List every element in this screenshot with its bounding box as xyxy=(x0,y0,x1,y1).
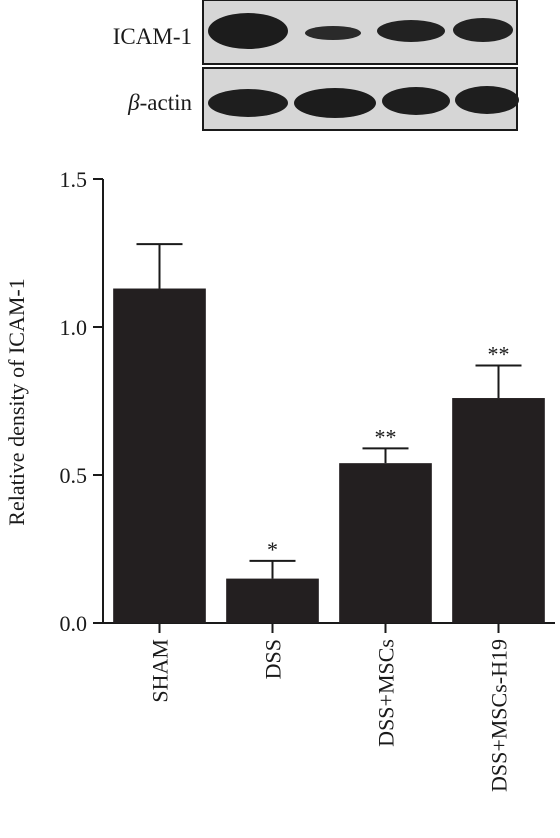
blot-label-icam1: ICAM-1 xyxy=(113,24,192,49)
band-actin-dss-mscs xyxy=(382,87,450,115)
band-actin-dss xyxy=(294,88,376,118)
y-tick-label: 1.5 xyxy=(60,167,88,192)
band-icam1-dss-mscs xyxy=(377,20,445,42)
bar-chart: Relative density of ICAM-1 0.00.51.01.5 … xyxy=(4,167,555,792)
band-actin-sham xyxy=(208,89,288,117)
y-ticks: 0.0 0.5 1.0 1.5 xyxy=(60,167,103,636)
band-icam1-dss xyxy=(305,26,361,40)
blot-label-actin: -actin xyxy=(140,90,193,115)
x-ticks: SHAM DSS DSS+MSCs DSS+MSCs-H19 xyxy=(148,623,512,792)
significance-label: ** xyxy=(375,424,397,449)
bar xyxy=(452,398,545,623)
x-tick-label: SHAM xyxy=(148,639,173,703)
bar xyxy=(113,288,206,623)
y-axis-title: Relative density of ICAM-1 xyxy=(4,278,29,525)
y-tick-label: 1.0 xyxy=(60,315,88,340)
band-actin-dss-mscs-h19 xyxy=(455,86,519,114)
y-tick-label: 0.5 xyxy=(60,463,88,488)
western-blot: ICAM-1 β-actin xyxy=(113,0,519,131)
bar xyxy=(339,463,432,623)
significance-label: * xyxy=(267,537,278,562)
bar xyxy=(226,578,319,623)
y-tick-label: 0.0 xyxy=(60,611,88,636)
bars: ***** xyxy=(113,243,545,623)
x-tick-label: DSS+MSCs-H19 xyxy=(487,639,512,792)
x-tick-label: DSS xyxy=(261,639,286,679)
blot-label-beta-actin: β-actin xyxy=(127,90,192,115)
band-icam1-dss-mscs-h19 xyxy=(453,18,513,42)
blot-label-beta: β xyxy=(127,90,140,115)
x-tick-label: DSS+MSCs xyxy=(374,639,399,747)
band-icam1-sham xyxy=(208,13,288,49)
significance-label: ** xyxy=(488,341,510,366)
